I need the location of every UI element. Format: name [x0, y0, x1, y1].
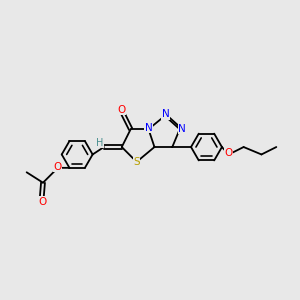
- Text: O: O: [225, 148, 233, 158]
- Text: O: O: [53, 162, 61, 172]
- Text: N: N: [162, 109, 169, 119]
- Text: H: H: [96, 138, 103, 148]
- Text: O: O: [118, 105, 126, 115]
- Text: N: N: [178, 124, 186, 134]
- Text: N: N: [145, 123, 152, 133]
- Text: O: O: [38, 197, 46, 207]
- Text: S: S: [133, 157, 140, 167]
